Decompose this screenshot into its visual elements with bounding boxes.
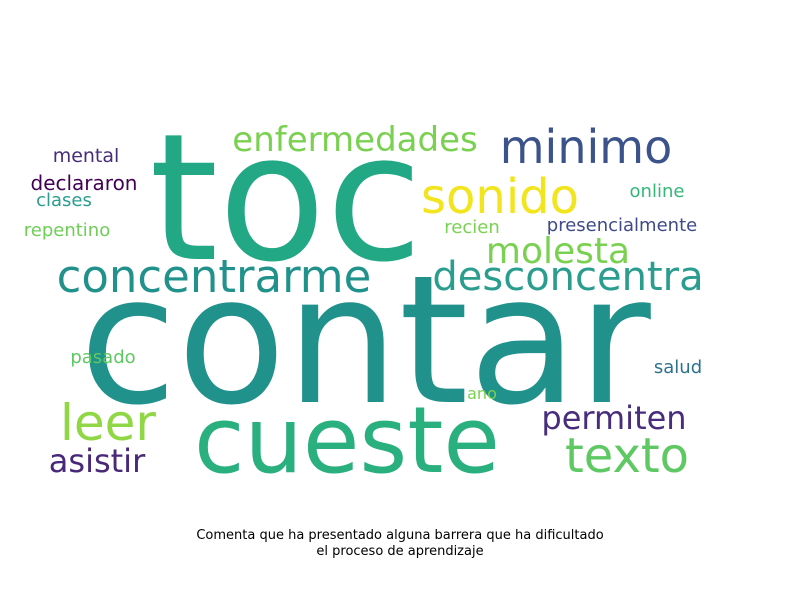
word-asistir: asistir bbox=[49, 442, 146, 480]
caption-line-1: Comenta que ha presentado alguna barrera… bbox=[196, 528, 604, 543]
word-toc: toc bbox=[149, 96, 422, 301]
word-salud: salud bbox=[654, 357, 702, 378]
word-concentrarme: concentrarme bbox=[57, 250, 372, 303]
word-sonido: sonido bbox=[421, 169, 579, 225]
word-desconcentra: desconcentra bbox=[432, 254, 703, 300]
word-molesta: molesta bbox=[486, 231, 630, 272]
word-ano: ano bbox=[467, 384, 497, 403]
word-texto: texto bbox=[565, 428, 689, 484]
word-presencialmente: presencialmente bbox=[547, 215, 697, 236]
word-minimo: minimo bbox=[500, 120, 672, 174]
word-permiten: permiten bbox=[541, 399, 686, 437]
caption-line-2: el proceso de aprendizaje bbox=[316, 544, 484, 559]
word-repentino: repentino bbox=[24, 220, 110, 241]
word-leer: leer bbox=[60, 394, 156, 452]
word-recien: recien bbox=[444, 217, 499, 238]
word-online: online bbox=[630, 181, 685, 202]
word-cueste: cueste bbox=[194, 387, 500, 494]
word-clases: clases bbox=[36, 190, 92, 211]
chart-caption: Comenta que ha presentado alguna barrera… bbox=[0, 528, 800, 560]
word-enfermedades: enfermedades bbox=[232, 120, 477, 160]
word-declararon: declararon bbox=[31, 171, 138, 195]
word-pasado: pasado bbox=[70, 347, 135, 368]
word-mental: mental bbox=[53, 145, 120, 167]
word-contar: contar bbox=[79, 237, 651, 444]
